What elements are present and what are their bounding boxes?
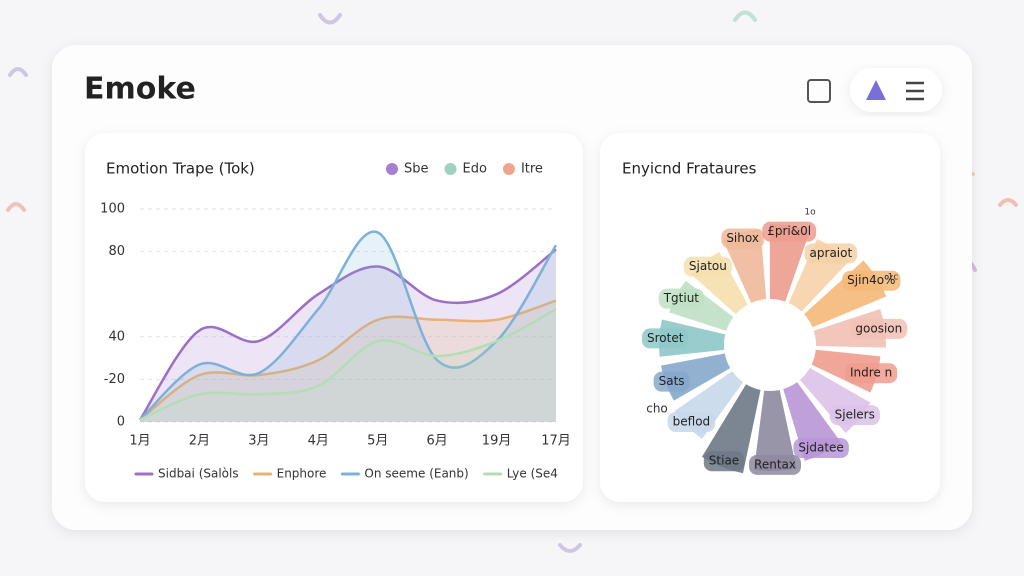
x-tick-label: 2月	[189, 434, 210, 449]
legend-label: Enphore	[277, 467, 327, 481]
legend-key-dot	[444, 163, 457, 175]
segment-label: goosion	[855, 321, 902, 335]
series-line	[139, 230, 558, 421]
radial-hole	[726, 301, 814, 389]
segment-label: Sjatou	[689, 259, 727, 273]
radial-segment	[753, 389, 797, 472]
segment-label-bg	[641, 328, 689, 349]
toolbar[interactable]	[807, 68, 942, 112]
segment-label-bg	[703, 451, 745, 472]
annotation: 1o	[804, 208, 816, 218]
segment-label-bg	[667, 411, 716, 432]
segment-label: Rentax	[754, 457, 796, 471]
x-tick-label: 17月	[541, 434, 571, 449]
radial-title: Enyicnd Frataures	[622, 160, 757, 178]
segment-label-bg	[850, 318, 908, 339]
segment-label: Sats	[659, 374, 685, 388]
line-card	[85, 133, 583, 502]
x-tick-label: 3月	[248, 434, 269, 449]
legend-key-label: Sbe	[404, 162, 429, 177]
segment-label-bg	[762, 221, 817, 242]
x-tick-label: 19月	[482, 434, 512, 449]
y-tick-label: 80	[108, 244, 125, 259]
segment-label: Stiae	[709, 454, 739, 468]
series-line	[139, 299, 557, 421]
segment-label: Sjelers	[835, 408, 875, 422]
legend-label: On seeme (Eanb)	[364, 467, 468, 481]
segment-label: Indre n	[850, 366, 892, 380]
segment-label: Sihox	[726, 231, 759, 245]
x-tick-label: 1月	[129, 434, 150, 449]
toggle-pill[interactable]	[850, 68, 942, 112]
menu-icon[interactable]	[906, 81, 924, 101]
segment-label-bg	[829, 405, 880, 426]
segment-label: apraiot	[810, 246, 853, 260]
series-area	[140, 309, 556, 422]
legend-key-label: Itre	[521, 162, 543, 177]
series-area	[140, 231, 556, 422]
x-tick-label: 5月	[367, 434, 388, 449]
segment-label-bg	[721, 228, 764, 249]
y-tick-label: 40	[108, 329, 125, 344]
x-tick-label: 4月	[308, 434, 329, 449]
annotation: cho	[646, 402, 668, 416]
segment-label-bg	[793, 438, 849, 459]
segment-label: Srotet	[647, 331, 684, 345]
logo-icon[interactable]	[866, 80, 886, 100]
segment-label: Sjdatee	[798, 441, 843, 455]
annotation: 1c	[888, 273, 899, 283]
app-title: Emoke	[84, 72, 196, 107]
series-line	[139, 308, 557, 422]
segment-label: Tgtiut	[663, 291, 700, 305]
y-tick-label: -20	[104, 372, 125, 387]
segment-label: Sjin4o%	[847, 273, 895, 287]
segment-label-bg	[683, 256, 732, 277]
radial-segment	[701, 384, 761, 474]
segment-label: £pri&0l	[767, 224, 811, 238]
segment-label-bg	[842, 270, 901, 291]
legend-key-label: Edo	[463, 162, 487, 177]
legend-key-dot	[502, 163, 515, 175]
legend-label: Sidbai (Salòls	[158, 467, 239, 481]
radial-segment	[769, 224, 811, 302]
segment-label-bg	[658, 288, 705, 309]
legend-label: Lye (Se4	[507, 467, 558, 481]
segment-label-bg	[653, 371, 690, 392]
segment-label: beflod	[673, 414, 711, 428]
y-tick-label: 0	[117, 415, 125, 430]
line-title: Emotion Trape (Tok)	[106, 160, 255, 178]
legend-key-dot	[386, 163, 398, 175]
segment-label-bg	[845, 363, 898, 384]
x-tick-label: 6月	[427, 434, 448, 449]
y-tick-label: 100	[100, 202, 125, 217]
segment-label-bg	[749, 454, 802, 475]
series-area	[140, 249, 556, 422]
calendar-icon[interactable]	[807, 79, 831, 103]
series-line	[138, 248, 557, 421]
segment-label-bg	[804, 243, 858, 264]
